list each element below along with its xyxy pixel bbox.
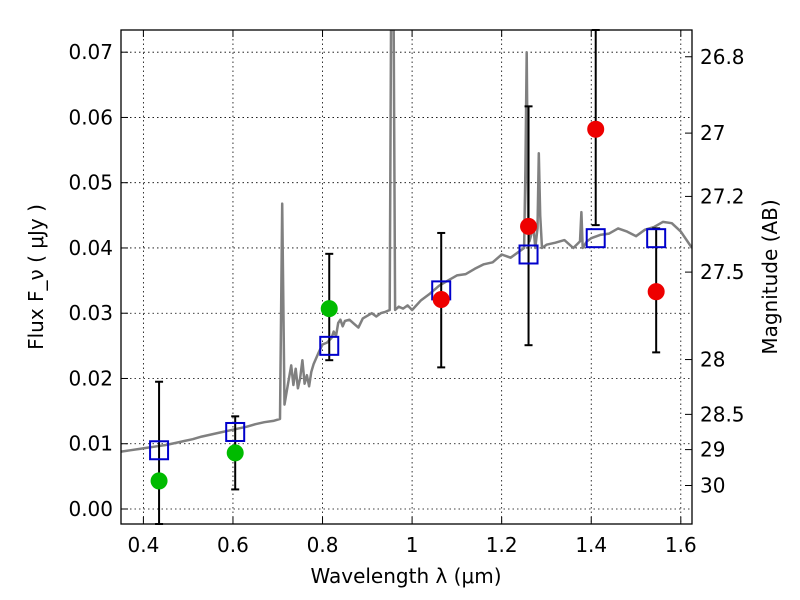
plot-area — [121, 29, 692, 525]
x-tick-label: 1.6 — [665, 533, 697, 557]
x-axis-label: Wavelength λ (μm) — [310, 564, 501, 588]
y-tick-label: 0.02 — [68, 366, 113, 390]
x-tick-label: 0.4 — [127, 533, 159, 557]
x-tick-label: 0.8 — [307, 533, 339, 557]
y-tick-label: 0.01 — [68, 432, 113, 456]
y-tick-label: 0.03 — [68, 301, 113, 325]
y-axis-label: Flux F_ν ( μJy ) — [24, 204, 48, 350]
red-point — [647, 283, 665, 301]
red-point — [587, 120, 605, 138]
spectrum-line — [121, 30, 692, 453]
data-markers — [149, 120, 667, 490]
y2-tick-label: 27.2 — [700, 184, 745, 208]
model-square-marker — [585, 228, 606, 249]
green-point — [226, 444, 244, 462]
y2-tick-label: 27.5 — [700, 260, 745, 284]
x-tick-label: 1 — [406, 533, 419, 557]
y2-axis-ticks: 26.8 27 27.2 27.5 28 28.5 29 30 — [685, 45, 745, 497]
y2-tick-label: 28 — [700, 348, 725, 372]
y-tick-label: 0.05 — [68, 171, 113, 195]
green-point — [320, 300, 338, 318]
y-tick-label: 0.00 — [68, 497, 113, 521]
y2-tick-label: 30 — [700, 473, 725, 497]
x-axis-ticks: 0.4 0.6 0.8 1 1.2 1.4 1.6 — [127, 30, 697, 557]
x-tick-label: 0.6 — [217, 533, 249, 557]
model-square-marker — [319, 335, 340, 356]
model-square-marker — [518, 244, 539, 265]
y2-tick-label: 26.8 — [700, 45, 745, 69]
y-tick-label: 0.07 — [68, 40, 113, 64]
grid-lines — [121, 30, 692, 524]
red-point — [520, 217, 538, 235]
y-axis-ticks: 0.00 0.01 0.02 0.03 0.04 0.05 0.06 0.07 — [68, 40, 128, 521]
spectrum-series — [121, 30, 692, 453]
model-square-marker — [225, 421, 246, 442]
y2-tick-label: 27 — [700, 121, 725, 145]
y-tick-label: 0.04 — [68, 236, 113, 260]
model-square-marker — [646, 228, 667, 249]
red-point — [432, 291, 450, 309]
model-square-marker — [149, 440, 170, 461]
x-tick-label: 1.4 — [575, 533, 607, 557]
y2-axis-label: Magnitude (AB) — [758, 199, 782, 354]
plot-frame — [120, 29, 693, 525]
x-tick-label: 1.2 — [486, 533, 518, 557]
y2-tick-label: 28.5 — [700, 402, 745, 426]
y-tick-label: 0.06 — [68, 105, 113, 129]
green-point — [150, 472, 168, 490]
y2-tick-label: 29 — [700, 438, 725, 462]
